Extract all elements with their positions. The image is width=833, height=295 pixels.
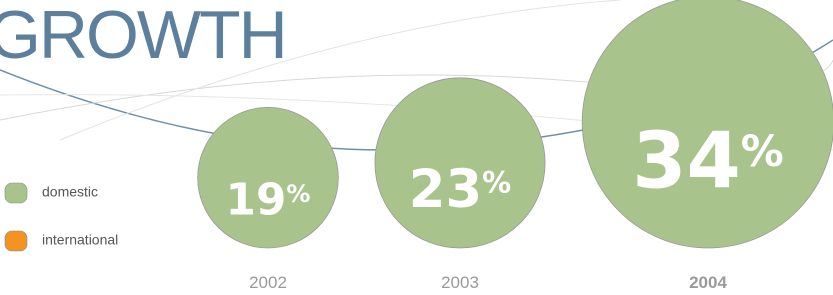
- legend-swatch: [5, 183, 27, 203]
- x-tick-label: 2003: [441, 273, 479, 292]
- legend-label: domestic: [42, 184, 98, 200]
- x-tick-label: 2004: [689, 273, 727, 292]
- chart: GROWTH domesticinternational19%200223%20…: [0, 0, 833, 295]
- chart-title: GROWTH: [0, 0, 286, 73]
- legend-swatch: [5, 231, 27, 251]
- x-tick-label: 2002: [249, 273, 287, 292]
- legend-label: international: [42, 232, 118, 248]
